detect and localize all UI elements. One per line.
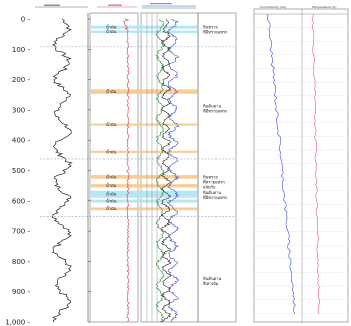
lithology-label: ที่ทรายแทรก [203, 179, 226, 184]
right-panel-frame [253, 8, 349, 323]
zone-bands: น้ำมันน้ำมันน้ำมันน้ำมันน้ำมันน้ำมันน้ำม… [91, 23, 197, 211]
depth-tick-label: 200 - [12, 76, 31, 84]
lithology-label: ที่มีทรายแทรก [203, 109, 228, 114]
lithology-label: สลับกับ [203, 185, 216, 190]
zone-band [91, 199, 197, 203]
red-log-curve [123, 18, 130, 323]
depth-tick-label: 700 - [12, 228, 31, 236]
depth-tick-label: 300 - [12, 106, 31, 114]
depth-axis: 0 - 100 - 200 - 300 - 400 - 500 - 600 - 700 - 80… [5, 16, 91, 326]
zone-label: น้ำมัน [106, 204, 117, 211]
lithology-label: หินทราย [203, 25, 218, 30]
lithology-labels: หินทรายที่มีทรายแทรกหินดินดานที่มีทรายแท… [202, 25, 228, 287]
lithology-label: หินดินดาน [203, 190, 222, 195]
zone-band [91, 207, 197, 211]
right-panel-gridlines [254, 27, 348, 314]
right-panel-curves [267, 13, 320, 315]
zone-label: น้ำมัน [106, 87, 117, 94]
log-curves [51, 13, 180, 323]
zone-band [91, 190, 197, 198]
zone-label: น้ำมัน [106, 190, 117, 197]
lithology-label: ที่มีทรายแทรก [203, 30, 228, 35]
lithology-label: หินดินดาน [203, 276, 222, 281]
depth-tick-label: 100 - [12, 46, 31, 54]
formation-boundaries [40, 46, 236, 217]
blue-log-curve [166, 18, 180, 322]
zone-label: น้ำมัน [106, 120, 117, 127]
track2-frame [89, 12, 139, 323]
lithology-label: ที่มีทรายแทรก [203, 195, 228, 200]
depth-tick-label: 400 - [12, 137, 31, 145]
zone-label: น้ำมัน [106, 172, 117, 179]
lithology-label: หินดินดาน [203, 103, 222, 108]
conductivity-header: Conductivity (uS) [260, 5, 286, 9]
depth-tick-label: 900 - [12, 288, 31, 296]
green-log-curve [155, 18, 165, 322]
zone-band [91, 30, 197, 33]
track-headers [35, 3, 196, 9]
zone-label: น้ำมัน [106, 181, 117, 188]
zone-band [91, 89, 197, 94]
zone-band [91, 150, 197, 153]
depth-tick-label: 600 - [12, 197, 31, 205]
temperature-header: Temperature (C) [311, 5, 336, 9]
gamma-curve [51, 18, 73, 323]
track3-header-label [150, 3, 172, 5]
temperature-curve [311, 13, 320, 315]
depth-tick-label: 0 - [21, 16, 31, 24]
lithology-label: สีเทาเข้ม [202, 281, 218, 286]
zone-band [91, 184, 197, 188]
lithology-label: หินทราย [203, 174, 218, 179]
track2-header-label [108, 4, 122, 6]
zone-label: น้ำมัน [106, 197, 117, 204]
zone-label: น้ำมัน [106, 27, 117, 34]
conductivity-curve [267, 13, 296, 315]
depth-tick-label: 1,000 - [5, 319, 30, 326]
lithology-frame [197, 12, 237, 323]
zone-label: น้ำมัน [106, 23, 117, 30]
zone-label: น้ำมัน [106, 147, 117, 154]
zone-band [91, 175, 197, 179]
black-log-curve [160, 18, 172, 322]
depth-tick-label: 500 - [12, 167, 31, 175]
zone-band [91, 123, 197, 126]
zone-band [91, 25, 197, 29]
right-panel: Conductivity (uS) Temperature (C) [253, 5, 349, 323]
track-frames [87, 12, 237, 323]
track1-header-label [44, 4, 60, 6]
depth-tick-label: 800 - [12, 258, 31, 266]
